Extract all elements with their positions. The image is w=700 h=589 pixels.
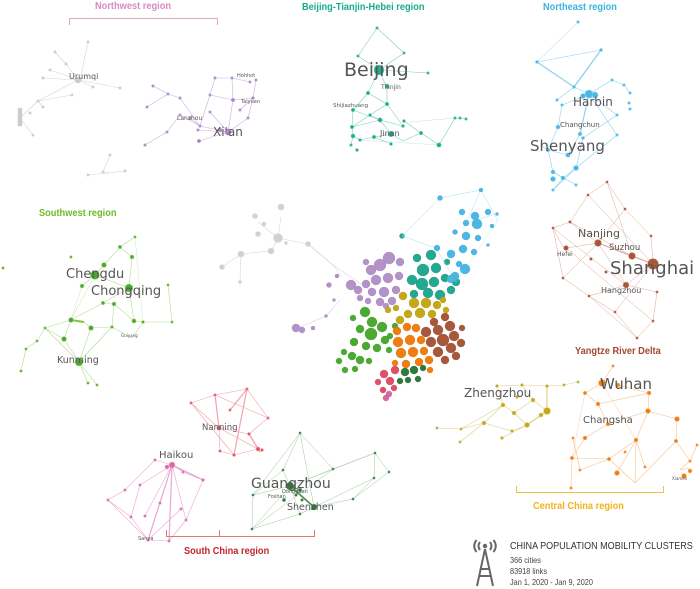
city-label-taiyuan: Taiyuan bbox=[241, 99, 261, 105]
central-china-bracket bbox=[516, 486, 664, 493]
legend-date-range: Jan 1, 2020 - Jan 9, 2020 bbox=[510, 577, 593, 587]
city-label-suzhou: Suzhou bbox=[609, 243, 641, 253]
guangdong-cluster bbox=[250, 431, 391, 531]
southwest-cluster bbox=[1, 235, 174, 387]
city-label-changsha: Changsha bbox=[583, 415, 633, 426]
city-label-harbin: Harbin bbox=[573, 95, 613, 109]
yangtze-cluster bbox=[551, 180, 659, 340]
region-label-jingjinji: Beijing-Tianjin-Hebei region bbox=[302, 1, 425, 13]
legend-links-count: 83918 links bbox=[510, 566, 547, 576]
region-label-central: Central China region bbox=[533, 500, 624, 512]
city-label-changchun: Changchun bbox=[560, 121, 600, 129]
city-label-lanzhou: Lanzhou bbox=[177, 115, 203, 122]
south-china-bracket bbox=[166, 530, 315, 537]
northwest-cluster bbox=[143, 76, 258, 147]
region-label-northwest: Northwest region bbox=[95, 0, 171, 12]
zhengzhou-cluster bbox=[435, 380, 580, 444]
northeast-cluster bbox=[535, 20, 632, 192]
city-label-xiamen: Xiamen bbox=[672, 476, 688, 481]
city-label-nanning: Nanning bbox=[202, 423, 238, 433]
jingjinji-cluster bbox=[349, 26, 468, 152]
city-label-kunming: Kunming bbox=[57, 355, 99, 366]
south-china-bracket-mid bbox=[219, 530, 220, 537]
city-label-sanya: Sanya bbox=[138, 536, 154, 542]
city-label-guiyang: Guiyang bbox=[121, 333, 138, 338]
central-map bbox=[219, 187, 499, 402]
region-label-northeast: Northeast region bbox=[543, 1, 617, 13]
wuhan-cluster bbox=[569, 364, 699, 490]
city-label-shenyang: Shenyang bbox=[530, 137, 605, 155]
city-label-dongguan: Dongguan bbox=[282, 489, 308, 495]
city-label-shanghai: Shanghai bbox=[610, 258, 695, 279]
city-label-urumqi: Urumqi bbox=[69, 72, 99, 81]
region-label-southwest: Southwest region bbox=[39, 207, 117, 219]
radio-tower-icon bbox=[473, 539, 497, 587]
northwest-bracket bbox=[69, 18, 218, 25]
nanning-cluster bbox=[189, 387, 270, 457]
legend-cities-count: 366 cities bbox=[510, 555, 541, 565]
city-label-chengdu: Chengdu bbox=[66, 267, 125, 282]
city-label-beijing: Beijing bbox=[344, 59, 409, 81]
city-label-guangzhou: Guangzhou bbox=[251, 476, 331, 492]
city-label-wuhan: Wuhan bbox=[600, 375, 653, 393]
city-label-tianjin: Tianjin bbox=[381, 84, 401, 91]
city-label-nanjing: Nanjing bbox=[578, 227, 621, 240]
city-label-haikou: Haikou bbox=[159, 450, 194, 461]
city-label-hohhot: Hohhot bbox=[237, 73, 256, 79]
city-label-shijiazhuang: Shijiazhuang bbox=[333, 103, 369, 109]
haikou-cluster bbox=[106, 458, 205, 543]
city-label-chongqing: Chongqing bbox=[91, 284, 162, 299]
xinjiang-cluster bbox=[17, 40, 127, 177]
legend-title: CHINA POPULATION MOBILITY CLUSTERS bbox=[510, 540, 693, 552]
city-label-zhengzhou: Zhengzhou bbox=[464, 386, 532, 400]
city-label-shenzhen: Shenzhen bbox=[287, 502, 334, 513]
region-label-yangtze: Yangtze River Delta bbox=[575, 345, 661, 357]
city-label-foshan: Foshan bbox=[268, 494, 286, 500]
city-label-hangzhou: Hangzhou bbox=[601, 286, 642, 295]
city-label-hefei: Hefei bbox=[557, 251, 573, 258]
city-label-xian: Xi'an bbox=[213, 125, 243, 139]
city-label-jinan: Jinan bbox=[380, 129, 400, 138]
region-label-south: South China region bbox=[184, 545, 270, 557]
